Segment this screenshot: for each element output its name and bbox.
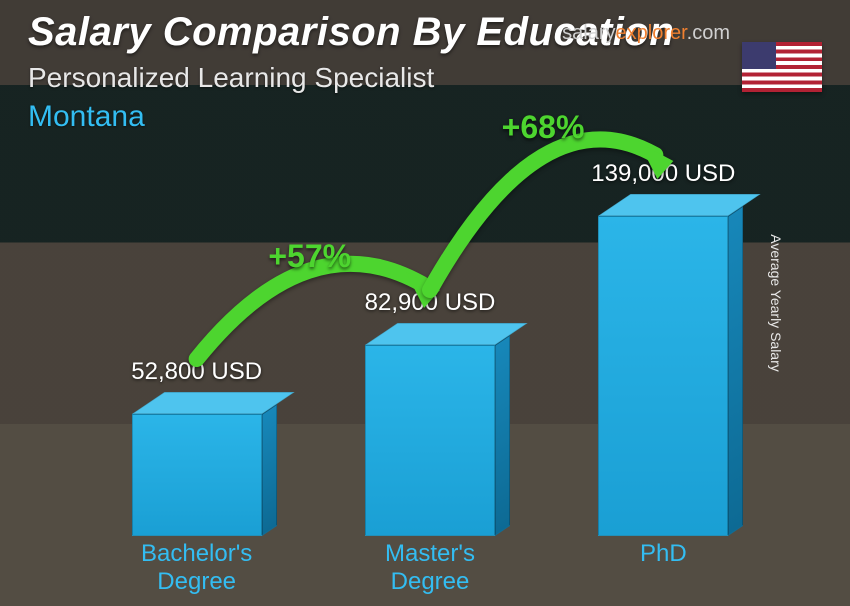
increase-percent: +68%: [502, 109, 585, 146]
bar-chart: 52,800 USDBachelor'sDegree82,900 USDMast…: [80, 146, 780, 536]
watermark: salaryexplorer.com: [562, 22, 730, 45]
chart-location: Montana: [28, 100, 145, 134]
watermark-accent: explorer: [616, 22, 687, 44]
bar-category-label: PhD: [563, 540, 763, 568]
flag-icon: [742, 42, 822, 92]
watermark-suffix: .com: [687, 22, 730, 44]
chart-subtitle: Personalized Learning Specialist: [28, 62, 434, 94]
bar-category-label: Bachelor'sDegree: [97, 540, 297, 596]
bar-category-label: Master'sDegree: [330, 540, 530, 596]
infographic-stage: Salary Comparison By Education Personali…: [0, 0, 850, 606]
watermark-prefix: salary: [562, 22, 615, 44]
increase-arrow: +68%: [80, 146, 780, 536]
